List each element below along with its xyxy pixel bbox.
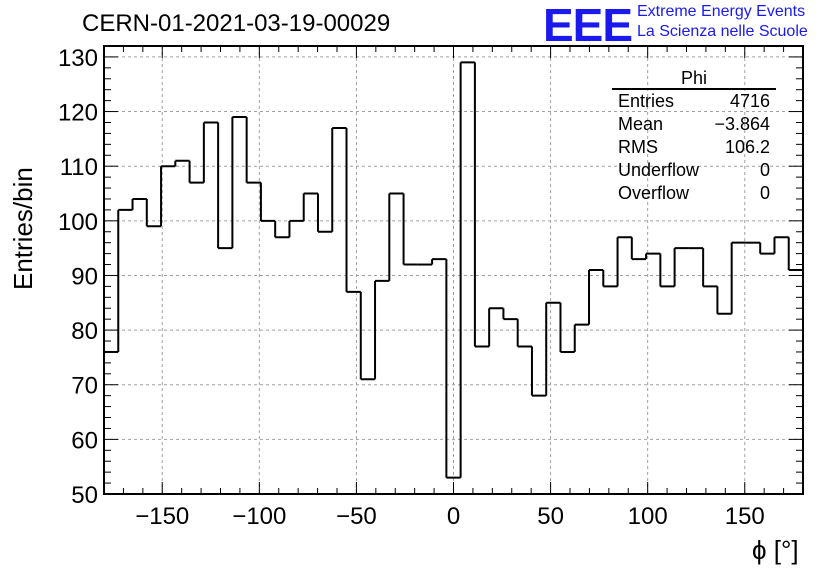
histogram-bin [445,259,461,479]
stats-label: Entries [618,91,675,111]
stats-row-overflow: Overflow 0 [612,182,776,205]
y-tick-label: 90 [71,263,98,290]
stats-label: Mean [618,114,664,134]
histogram-bin [288,219,304,238]
stats-row-mean: Mean −3.864 [612,113,776,136]
chart-title: CERN-01-2021-03-19-00029 [82,10,391,37]
histogram-bin [245,117,261,184]
y-tick-label: 120 [58,100,98,127]
x-tick-label: 0 [447,503,460,530]
stats-row-rms: RMS 106.2 [612,136,776,159]
x-axis-label: ϕ [°] [752,535,799,565]
stats-value: 0 [759,160,770,180]
histogram-bin [302,192,318,221]
histogram-bin [402,193,418,266]
histogram-bin [659,253,675,288]
y-tick-label: 70 [71,373,98,400]
histogram-bin [145,198,162,228]
histogram-bin [559,302,575,353]
y-tick-label: 80 [71,318,98,345]
stats-value: 106.2 [724,137,770,157]
histogram-bin [374,279,390,380]
histogram-bin [188,160,204,184]
y-axis-label: Entries/bin [8,167,38,290]
logo-line-1: Extreme Energy Events [637,3,806,20]
histogram-bin [202,121,219,183]
stats-row-entries: Entries 4716 [612,90,776,113]
histogram-bin [117,208,133,352]
x-tick-label: 100 [628,503,668,530]
stats-box: Phi Entries 4716 Mean −3.864 RMS 106.2 U… [612,68,776,205]
histogram-bin [359,291,376,381]
histogram-bin [630,237,647,261]
x-tick-label: 150 [725,503,765,530]
histogram-bin [673,247,689,287]
histogram-bin [516,319,532,348]
histogram-bin [316,193,333,233]
histogram-bin [602,270,618,288]
histogram-bin [716,286,732,315]
x-tick-label: −150 [135,503,189,530]
x-tick-label: −50 [336,503,377,530]
logo-line-2: La Scienza nelle Scuole [637,23,808,40]
y-tick-label: 60 [71,427,98,454]
histogram-bin [502,308,518,321]
histogram-bin [473,62,490,348]
stats-value: 0 [759,183,770,203]
stats-label: Overflow [618,183,690,203]
histogram-bin [588,269,604,325]
histogram-bin [131,197,147,210]
histogram-bin [431,258,447,265]
histogram-bin [645,252,661,260]
stats-value: 4716 [729,91,770,111]
stats-title: Phi [612,68,776,90]
histogram-bin [530,346,547,397]
histogram-bin [345,127,361,293]
histogram-bin [259,182,276,222]
y-tick-label: 50 [71,482,98,509]
x-tick-label: −100 [232,503,286,530]
stats-value: −3.864 [714,114,770,134]
histogram-bin [545,301,561,396]
x-tick-label: 50 [537,503,564,530]
y-tick-label: 130 [58,45,98,72]
stats-label: Underflow [618,160,700,180]
y-tick-label: 110 [60,154,98,181]
histogram-bin [160,165,176,227]
stats-row-underflow: Underflow 0 [612,159,776,182]
histogram-bin [459,61,475,478]
histogram-bin [274,220,290,239]
y-tick-label: 100 [58,209,98,236]
stats-label: RMS [618,137,658,157]
histogram-bin [488,307,504,347]
histogram-bin [174,159,190,167]
histogram-bin [730,241,746,314]
histogram-bin [573,323,590,352]
eee-logo: EEE [543,0,633,51]
histogram-bin [773,236,789,254]
histogram-bin [231,116,247,249]
histogram-bin [616,236,632,287]
histogram-bin [702,248,718,288]
histogram-bin [217,122,233,250]
histogram-bin [331,126,347,232]
histogram-bin [759,242,775,255]
histogram-bin [388,192,404,281]
histogram-bin [787,237,803,271]
